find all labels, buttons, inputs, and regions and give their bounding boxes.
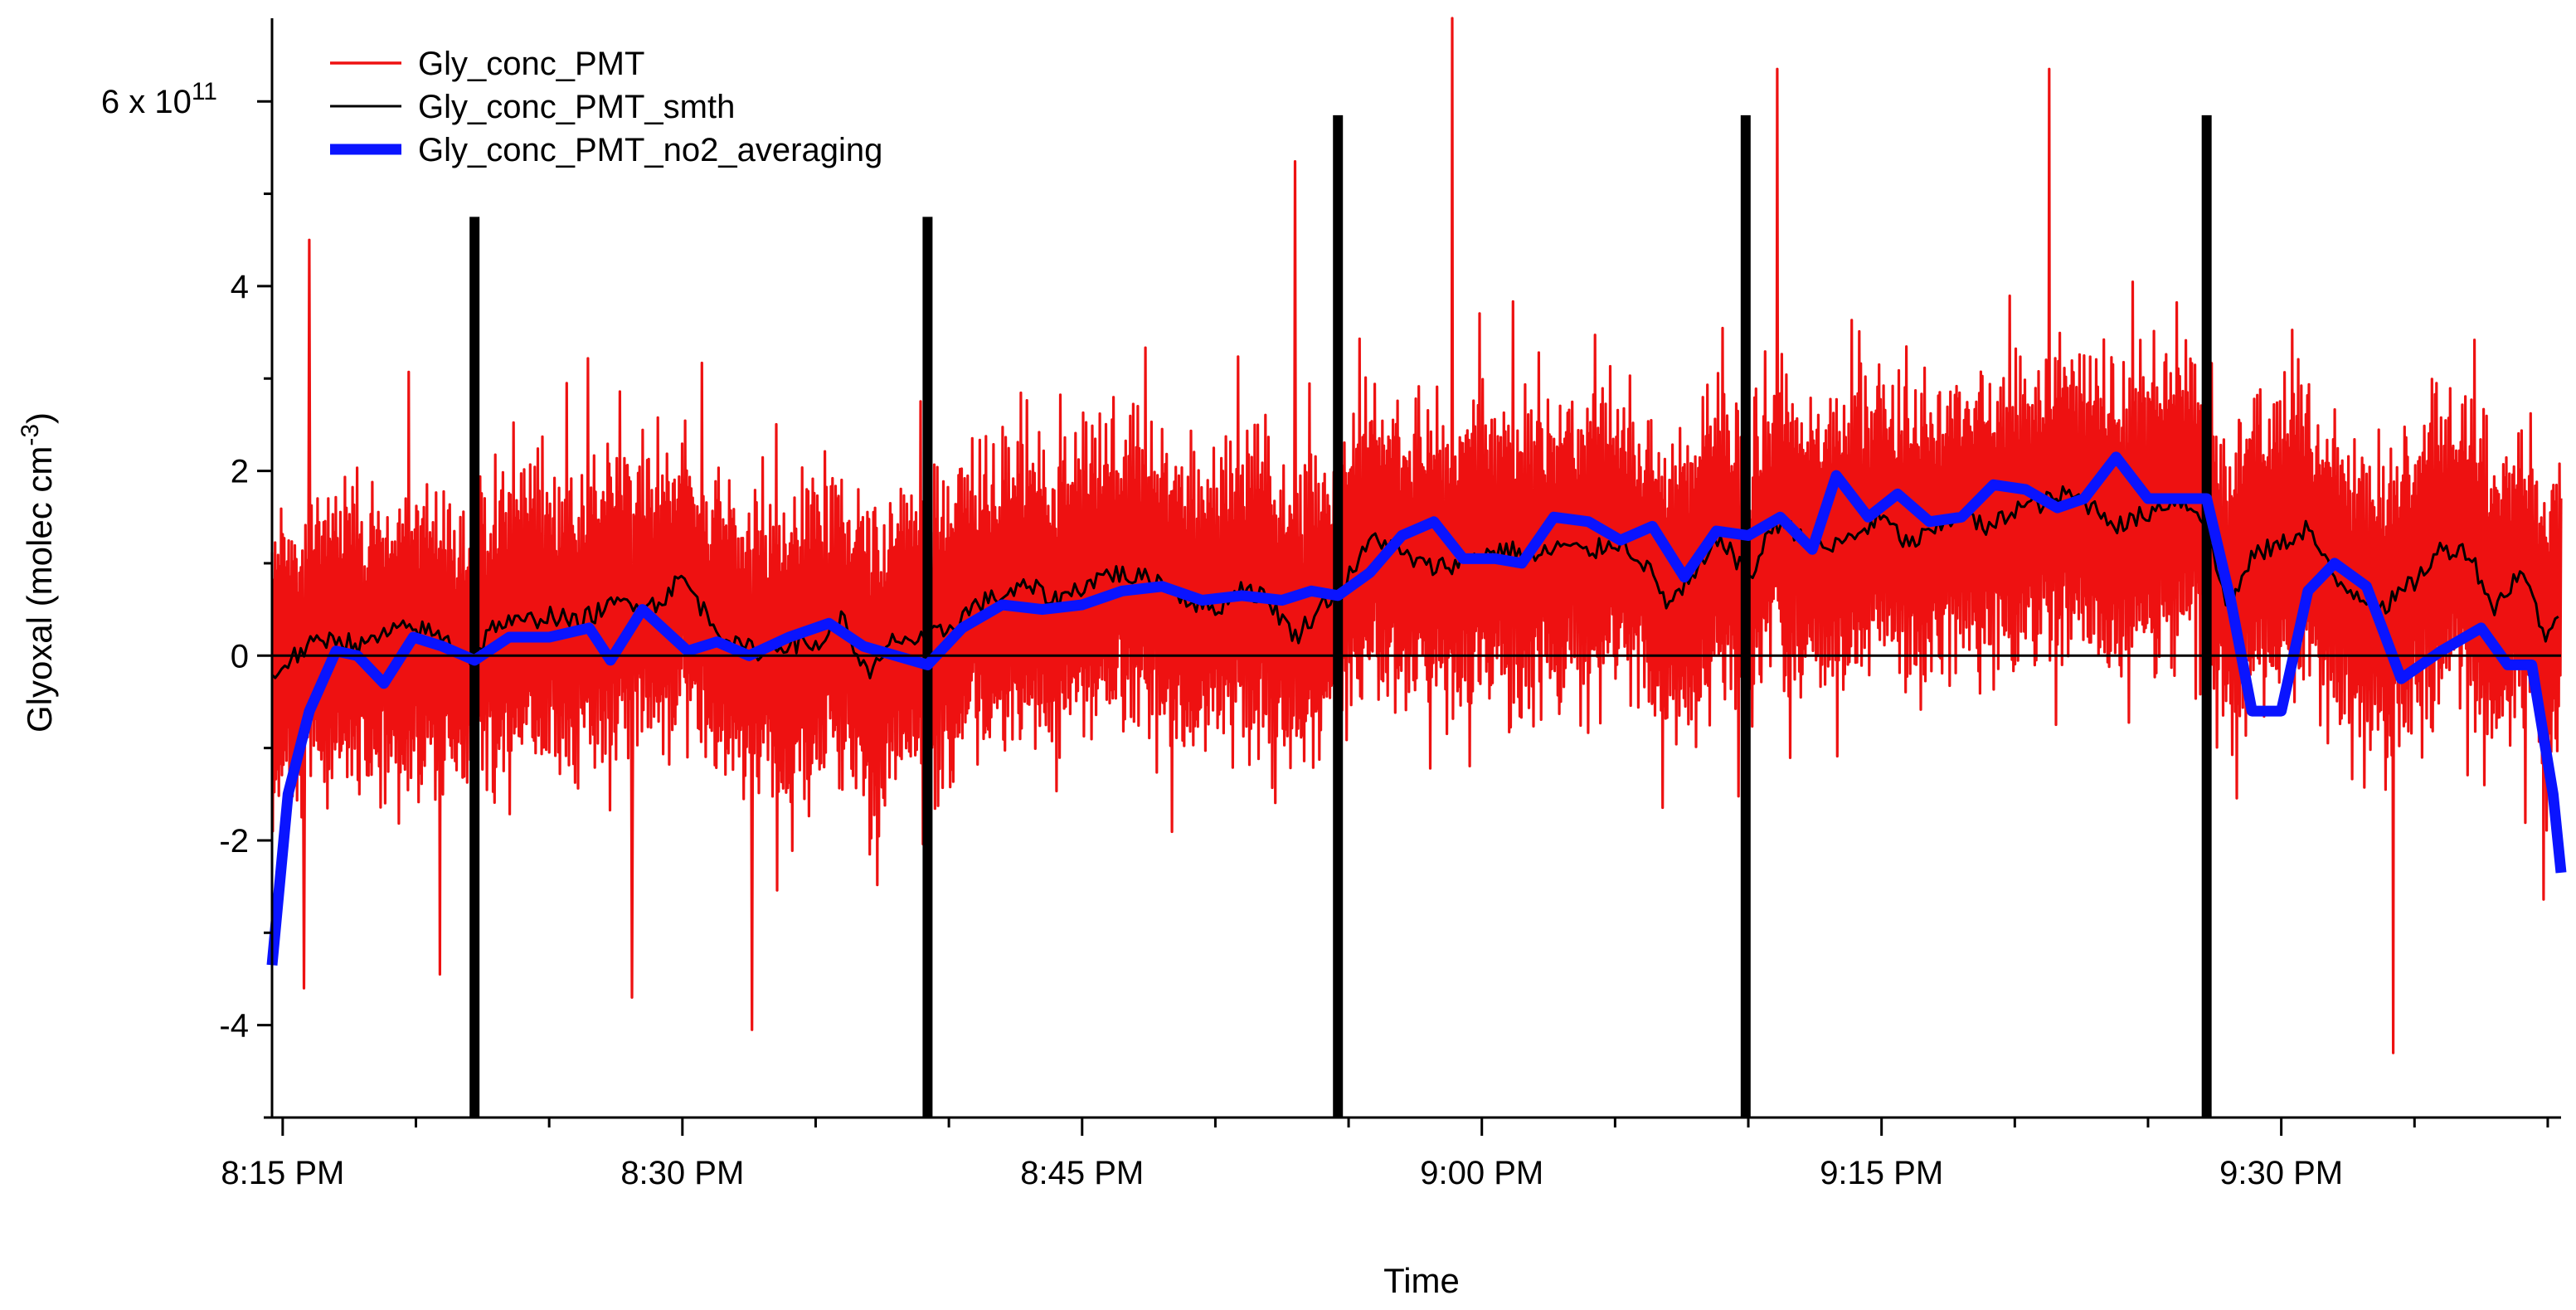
- x-tick-label: 9:30 PM: [2219, 1155, 2343, 1191]
- y-top-tick-label: 6 x 1011: [101, 78, 217, 120]
- x-tick-label: 9:00 PM: [1420, 1155, 1543, 1191]
- y-tick-label--2: -2: [219, 823, 249, 860]
- x-tick-label: 8:15 PM: [221, 1155, 344, 1191]
- y-axis-title-main: Glyoxal (molec cm: [20, 446, 59, 733]
- y-top-tick-base: 6 x 10: [101, 84, 192, 120]
- y-tick-label--4: -4: [219, 1008, 249, 1045]
- legend-label-3: Gly_conc_PMT_no2_averaging: [418, 132, 882, 168]
- x-axis-title: Time: [1383, 1261, 1460, 1300]
- x-tick-label: 8:45 PM: [1020, 1155, 1144, 1191]
- y-axis-title-superscript: -3: [17, 424, 44, 446]
- y-axis-title-close: ): [20, 412, 59, 424]
- legend: Gly_conc_PMT Gly_conc_PMT_smth Gly_conc_PM…: [330, 46, 882, 168]
- y-top-tick-exponent: 11: [192, 78, 217, 105]
- y-axis-title: Glyoxal (molec cm-3): [17, 412, 59, 733]
- vertical-markers-layer: [469, 114, 2212, 1118]
- axes-layer: -4 -2 0 2 4 8:15 PM 8:30 PM 8:45 PM 9:00 PM 9:15 …: [219, 18, 2561, 1191]
- x-tick-label: 8:30 PM: [620, 1155, 744, 1191]
- y-tick-label-4: 4: [231, 269, 249, 305]
- x-tick-label: 9:15 PM: [1820, 1155, 1943, 1191]
- series-gly-conc-pmt-no2-averaging-line: [266, 451, 2567, 966]
- y-tick-label-2: 2: [231, 454, 249, 490]
- legend-label-1: Gly_conc_PMT: [418, 46, 644, 82]
- y-tick-label-0: 0: [231, 638, 249, 674]
- averaged-series-layer: [266, 451, 2567, 966]
- legend-label-2: Gly_conc_PMT_smth: [418, 89, 735, 125]
- axis-text-layer: Time Glyoxal (molec cm-3) 6 x 1011: [17, 78, 1460, 1300]
